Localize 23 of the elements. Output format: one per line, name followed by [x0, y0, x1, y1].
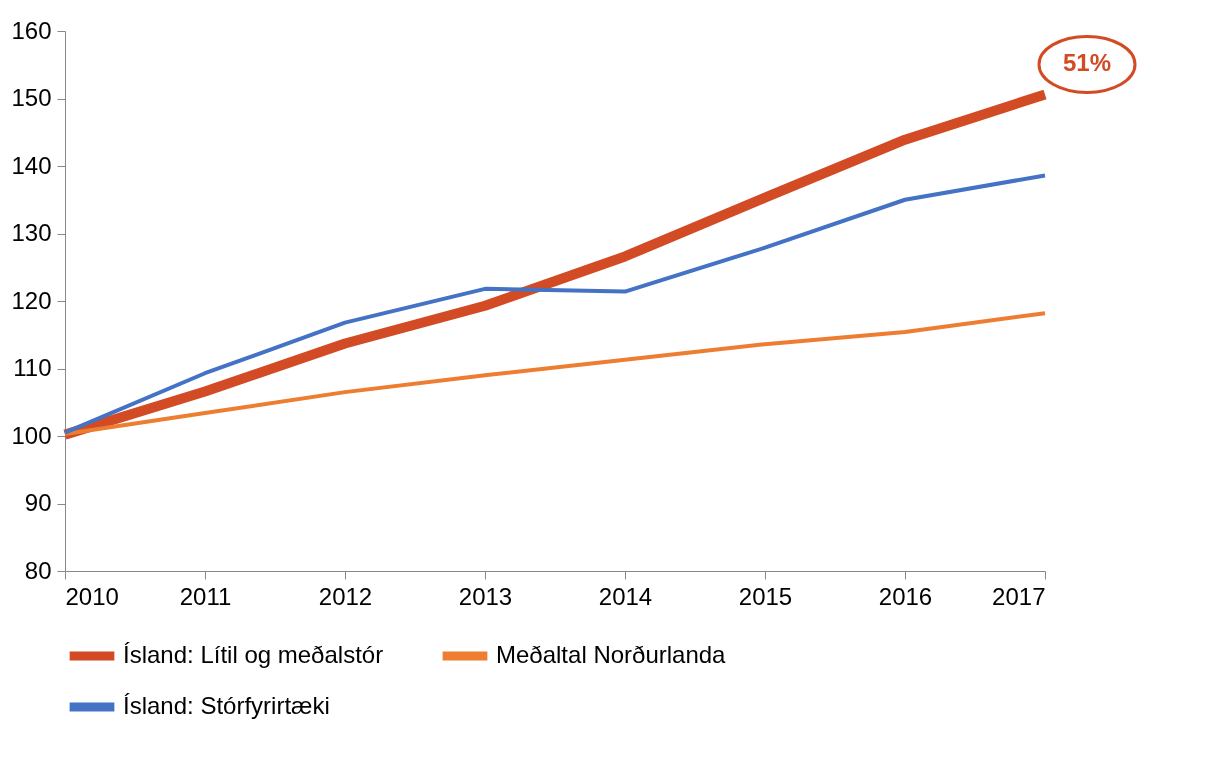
line-series: [63, 311, 1047, 436]
legend-label: Meðaltal Norðurlanda: [496, 641, 727, 668]
y-tick-label: 110: [13, 354, 52, 381]
y-tick-label: 160: [11, 16, 52, 44]
x-tick-label: 2016: [878, 582, 933, 610]
x-tick-label: 2017: [992, 582, 1046, 610]
x-tick-label: 2014: [598, 582, 653, 610]
x-tick-label: 2012: [318, 582, 373, 610]
annotation: 51%: [1062, 49, 1112, 77]
x-tick-label: 2013: [458, 582, 513, 610]
y-tick-label: 90: [24, 489, 52, 516]
y-tick-label: 130: [11, 219, 52, 246]
legend-label: Ísland: Lítil og meðalstór: [123, 641, 384, 668]
line-series: [63, 173, 1047, 435]
y-tick-label: 120: [11, 286, 52, 314]
y-tick-label: 140: [11, 151, 52, 179]
x-tick-label: 2011: [179, 582, 232, 610]
x-tick-label: 2015: [738, 582, 793, 610]
y-tick-label: 150: [11, 84, 52, 111]
x-tick-label: 2010: [65, 582, 119, 610]
legend-label: Ísland: Stórfyrirtæki: [123, 692, 330, 719]
y-tick-label: 80: [24, 556, 52, 584]
y-tick-label: 100: [11, 421, 52, 449]
